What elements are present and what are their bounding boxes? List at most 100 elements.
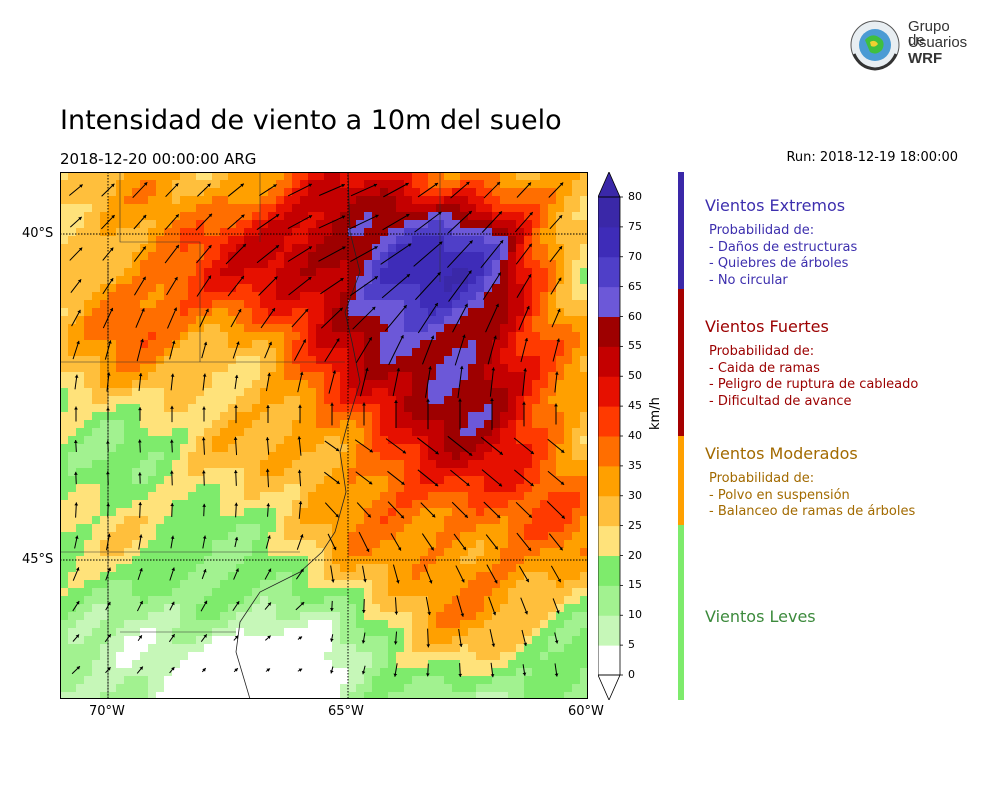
wind-cell xyxy=(268,524,276,532)
wind-cell xyxy=(156,676,164,684)
wind-cell xyxy=(364,476,372,484)
wind-arrow xyxy=(483,181,501,199)
wind-cell xyxy=(460,316,468,324)
wind-arrow-head xyxy=(267,372,271,377)
wind-cell xyxy=(452,636,460,644)
wind-cell xyxy=(116,316,124,324)
wind-map xyxy=(60,172,588,699)
wind-cell xyxy=(148,588,156,596)
wind-cell xyxy=(164,564,172,572)
wind-cell xyxy=(300,284,308,292)
wind-cell xyxy=(180,188,188,196)
wind-cell xyxy=(276,508,284,516)
wind-cell xyxy=(436,660,444,668)
wind-cell xyxy=(364,692,372,699)
wind-cell xyxy=(436,636,444,644)
wind-cell xyxy=(540,532,548,540)
wind-cell xyxy=(124,572,132,580)
wind-cell xyxy=(580,644,588,652)
wind-cell xyxy=(532,340,540,348)
wind-cell xyxy=(468,500,476,508)
wind-cell xyxy=(356,276,364,284)
wind-cell xyxy=(332,212,340,220)
wind-cell xyxy=(404,388,412,396)
wind-cell xyxy=(396,220,404,228)
wind-cell xyxy=(484,476,492,484)
wind-cell xyxy=(180,308,188,316)
wind-cell xyxy=(564,300,572,308)
wind-cell xyxy=(348,652,356,660)
wind-cell xyxy=(404,372,412,380)
wind-cell xyxy=(60,284,68,292)
wind-cell xyxy=(348,380,356,388)
wind-cell xyxy=(404,308,412,316)
wind-cell xyxy=(340,372,348,380)
wind-cell xyxy=(260,636,268,644)
wind-cell xyxy=(188,316,196,324)
wind-cell xyxy=(420,420,428,428)
wind-cell xyxy=(260,684,268,692)
wind-cell xyxy=(340,276,348,284)
wind-cell xyxy=(460,300,468,308)
wind-cell xyxy=(220,540,228,548)
wind-cell xyxy=(492,340,500,348)
wind-cell xyxy=(460,196,468,204)
wind-cell xyxy=(412,676,420,684)
wind-arrow xyxy=(328,370,336,394)
wind-cell xyxy=(532,204,540,212)
wind-cell xyxy=(436,628,444,636)
wind-cell xyxy=(348,364,356,372)
wind-cell xyxy=(356,692,364,699)
wind-cell xyxy=(188,324,196,332)
wind-cell xyxy=(132,636,140,644)
wind-arrow-head xyxy=(468,452,473,456)
wind-cell xyxy=(572,220,580,228)
wind-cell xyxy=(204,348,212,356)
wind-cell xyxy=(524,628,532,636)
wind-cell xyxy=(364,436,372,444)
wind-cell xyxy=(364,292,372,300)
wind-cell xyxy=(284,420,292,428)
wind-cell xyxy=(564,428,572,436)
wind-cell xyxy=(516,628,524,636)
wind-cell xyxy=(236,196,244,204)
wind-cell xyxy=(412,532,420,540)
wind-cell xyxy=(284,524,292,532)
wind-cell xyxy=(572,484,580,492)
wind-cell xyxy=(292,516,300,524)
wind-cell xyxy=(340,636,348,644)
wind-arrow xyxy=(549,214,563,230)
wind-cell xyxy=(276,332,284,340)
wind-cell xyxy=(532,636,540,644)
wind-cell xyxy=(100,420,108,428)
wind-cell xyxy=(500,220,508,228)
wind-cell xyxy=(220,372,228,380)
wind-cell xyxy=(252,620,260,628)
wind-cell xyxy=(164,316,172,324)
wind-cell xyxy=(380,644,388,652)
wind-cell xyxy=(76,300,84,308)
wind-arrow-head xyxy=(275,245,279,249)
wind-cell xyxy=(540,540,548,548)
wind-cell xyxy=(476,332,484,340)
wind-cell xyxy=(108,188,116,196)
wind-cell xyxy=(564,540,572,548)
wind-cell xyxy=(564,692,572,699)
wind-cell xyxy=(492,508,500,516)
wind-cell xyxy=(452,516,460,524)
wind-cell xyxy=(356,332,364,340)
wind-cell xyxy=(132,516,140,524)
wind-cell xyxy=(92,588,100,596)
wind-cell xyxy=(540,244,548,252)
wind-arrow-head xyxy=(554,640,559,644)
wind-cell xyxy=(188,468,196,476)
wind-arrow xyxy=(392,564,400,584)
colorbar-tick-label: 30 xyxy=(628,488,642,502)
wind-cell xyxy=(236,468,244,476)
wind-cell xyxy=(380,180,388,188)
wind-cell xyxy=(500,508,508,516)
wind-cell xyxy=(452,172,460,180)
wind-cell xyxy=(548,396,556,404)
wind-cell xyxy=(60,468,68,476)
wind-cell xyxy=(244,204,252,212)
